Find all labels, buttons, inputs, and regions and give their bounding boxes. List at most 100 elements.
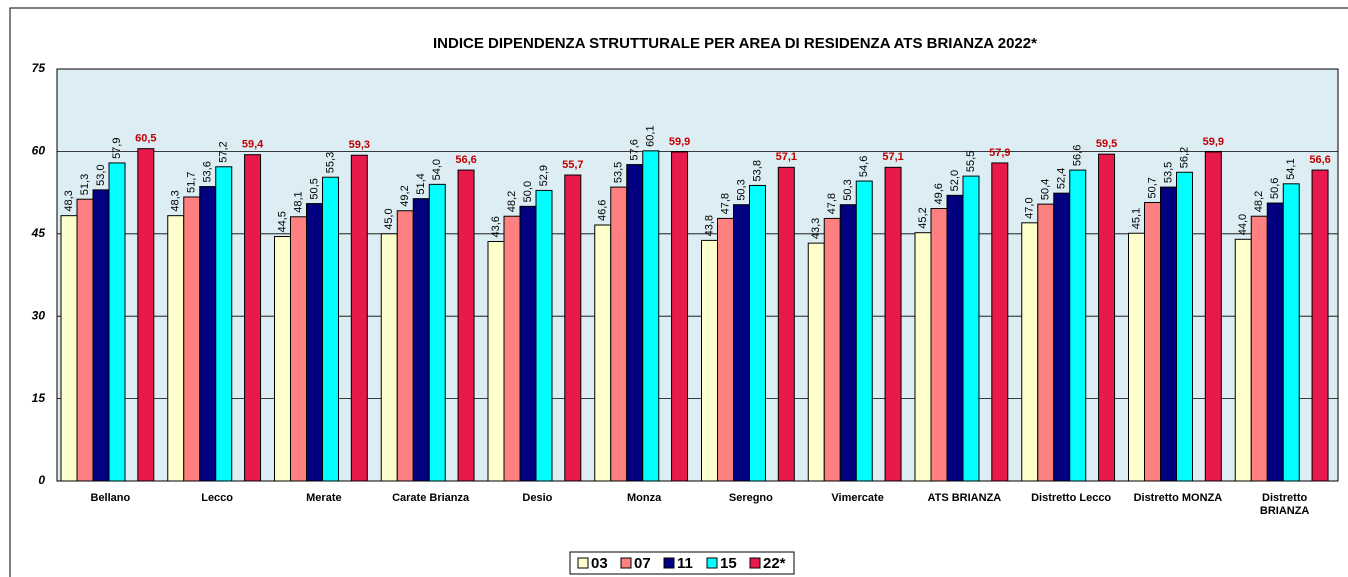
bar <box>183 196 201 482</box>
x-tick-label: Distretto MONZA <box>1134 492 1223 504</box>
legend-label: 11 <box>677 555 693 572</box>
legend-label: 07 <box>634 555 651 572</box>
bar <box>594 224 612 482</box>
value-label: 47,0 <box>1024 197 1036 218</box>
bar <box>1176 171 1193 482</box>
value-label: 55,5 <box>965 151 977 172</box>
bar <box>535 189 553 482</box>
value-label: 60,1 <box>645 125 657 146</box>
bar <box>855 180 873 482</box>
bar <box>839 204 857 482</box>
value-label: 57,2 <box>218 141 230 162</box>
bar <box>1021 222 1039 482</box>
value-label: 48,2 <box>506 191 518 212</box>
legend-label: 22* <box>763 555 786 572</box>
bar <box>380 233 398 482</box>
value-label: 52,4 <box>1056 168 1068 189</box>
bar <box>519 205 537 482</box>
bar <box>412 198 430 482</box>
bar <box>1234 238 1252 482</box>
bar <box>457 169 475 482</box>
value-label: 48,3 <box>63 190 75 211</box>
bar <box>701 239 718 482</box>
y-tick-label: 45 <box>31 226 46 240</box>
legend-swatch <box>749 557 761 569</box>
value-label: 57,6 <box>629 139 641 160</box>
legend-swatch <box>577 557 589 569</box>
value-label: 53,8 <box>751 160 763 181</box>
value-label: 56,6 <box>1072 145 1084 166</box>
value-label: 45,2 <box>917 207 929 228</box>
x-tick-label: Monza <box>627 492 662 504</box>
bar <box>199 186 217 482</box>
x-tick-label: Desio <box>522 492 552 504</box>
value-label: 50,5 <box>308 178 320 199</box>
bar <box>991 162 1009 482</box>
value-label: 45,1 <box>1130 208 1142 229</box>
bar <box>487 240 505 482</box>
value-label: 48,2 <box>1253 191 1265 212</box>
value-label: 50,4 <box>1040 179 1052 200</box>
value-label: 44,0 <box>1237 214 1249 235</box>
bar <box>1037 203 1055 482</box>
value-label: 48,3 <box>170 190 182 211</box>
value-label: 54,1 <box>1285 158 1297 179</box>
bar <box>717 217 734 482</box>
x-tick-label: ATS BRIANZA <box>928 492 1002 504</box>
x-tick-label: Distretto BRIANZA <box>1260 492 1310 517</box>
bar <box>807 242 825 482</box>
value-label: 54,0 <box>431 159 443 180</box>
value-label: 50,6 <box>1269 178 1281 199</box>
value-label: 55,7 <box>562 159 583 171</box>
value-label: 51,7 <box>186 172 198 193</box>
value-label: 50,7 <box>1146 177 1158 198</box>
value-label: 50,3 <box>842 179 854 200</box>
chart-frame <box>9 7 1348 577</box>
y-tick-label: 60 <box>32 144 46 158</box>
x-tick-label: Vimercate <box>831 492 883 504</box>
legend-label: 15 <box>720 555 737 572</box>
value-label: 60,5 <box>135 133 156 145</box>
value-label: 46,6 <box>597 200 609 221</box>
x-tick-label: Distretto Lecco <box>1031 492 1111 504</box>
value-label: 48,1 <box>292 191 304 212</box>
bar <box>503 215 521 482</box>
bar <box>610 186 628 482</box>
bar <box>306 203 323 482</box>
bar <box>428 183 446 482</box>
value-label: 50,3 <box>735 179 747 200</box>
y-tick-label: 75 <box>32 61 46 75</box>
bar <box>626 164 644 482</box>
bar <box>244 154 262 482</box>
bar <box>1053 192 1071 482</box>
x-tick-label: Carate Brianza <box>392 492 470 504</box>
value-label: 59,9 <box>669 136 690 148</box>
bar <box>777 166 795 482</box>
value-label: 43,8 <box>703 215 715 236</box>
value-label: 59,3 <box>349 139 370 151</box>
value-label: 57,1 <box>882 151 903 163</box>
value-label: 45,0 <box>383 208 395 229</box>
value-label: 53,6 <box>202 161 214 182</box>
bar <box>60 215 78 482</box>
bar <box>914 232 932 482</box>
legend-swatch <box>663 557 675 569</box>
bar <box>1144 201 1161 482</box>
bar <box>1128 232 1145 482</box>
value-label: 51,4 <box>415 173 427 194</box>
legend: 03 07 11 15 22* <box>569 551 795 575</box>
x-tick-label: Lecco <box>201 492 233 504</box>
bar <box>92 189 110 482</box>
bar <box>946 194 964 482</box>
value-label: 49,6 <box>933 183 945 204</box>
bar <box>167 215 185 482</box>
bar <box>1204 151 1222 482</box>
y-tick-label: 0 <box>38 473 45 487</box>
x-tick-label: Bellano <box>91 492 131 504</box>
value-label: 44,5 <box>276 211 288 232</box>
bar <box>274 236 291 482</box>
y-tick-label: 15 <box>32 391 46 405</box>
value-label: 43,3 <box>810 218 822 239</box>
bar <box>137 148 155 482</box>
